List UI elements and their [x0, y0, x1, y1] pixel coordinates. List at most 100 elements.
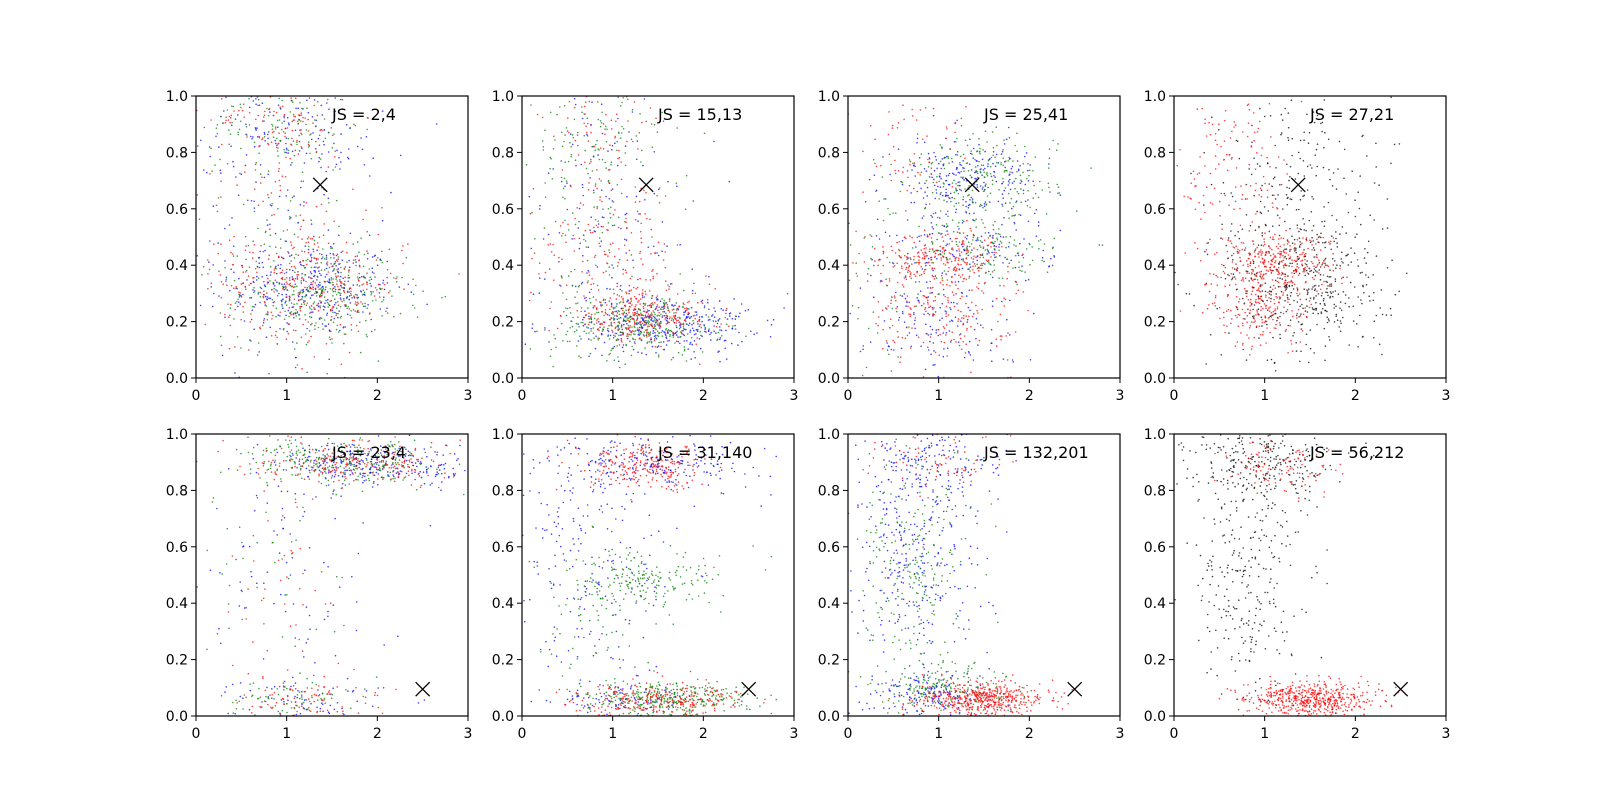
scatter-point: [321, 114, 324, 116]
scatter-point: [310, 287, 313, 290]
scatter-point: [640, 314, 643, 316]
scatter-point: [343, 299, 345, 302]
scatter-point: [987, 261, 990, 264]
scatter-point: [618, 258, 621, 261]
scatter-point: [655, 296, 658, 299]
scatter-point: [693, 340, 696, 342]
scatter-point: [1009, 171, 1011, 173]
scatter-point: [383, 296, 385, 299]
scatter-point: [920, 234, 922, 237]
scatter-point: [284, 176, 287, 178]
scatter-point: [954, 237, 957, 240]
scatter-point: [269, 326, 272, 329]
scatter-point: [281, 105, 284, 108]
scatter-point: [687, 301, 689, 304]
scatter-point: [740, 303, 743, 305]
scatter-point: [1302, 195, 1304, 197]
scatter-point: [1313, 268, 1316, 270]
scatter-point: [902, 104, 904, 106]
scatter-point: [220, 115, 222, 118]
scatter-point: [653, 324, 656, 326]
scatter-point: [1242, 348, 1244, 351]
scatter-point: [1299, 305, 1301, 308]
scatter-point: [641, 326, 644, 329]
scatter-point: [317, 100, 319, 103]
scatter-point: [369, 282, 372, 285]
scatter-point: [651, 314, 654, 316]
scatter-point: [381, 219, 384, 222]
scatter-point: [931, 274, 934, 277]
scatter-point: [309, 312, 311, 314]
scatter-point: [1003, 285, 1005, 287]
scatter-point: [325, 267, 328, 270]
scatter-point: [238, 291, 240, 294]
scatter-point: [922, 197, 925, 199]
scatter-point: [273, 291, 275, 293]
scatter-point: [578, 220, 580, 223]
scatter-point: [1004, 187, 1007, 189]
scatter-point: [652, 275, 655, 278]
scatter-point: [259, 173, 262, 175]
scatter-point: [559, 106, 561, 108]
scatter-point: [270, 141, 273, 143]
scatter-point: [734, 324, 736, 327]
scatter-point: [676, 319, 678, 322]
scatter-point: [1001, 246, 1003, 248]
scatter-point: [1242, 297, 1244, 300]
scatter-point: [1335, 219, 1338, 221]
scatter-point: [258, 266, 261, 269]
scatter-point: [255, 129, 257, 131]
scatter-point: [593, 226, 595, 229]
scatter-point: [954, 131, 956, 134]
scatter-point: [1244, 198, 1247, 200]
scatter-point: [303, 201, 305, 203]
scatter-point: [996, 144, 998, 147]
scatter-point: [203, 169, 205, 171]
scatter-point: [903, 293, 906, 295]
scatter-point: [635, 304, 637, 306]
scatter-point: [913, 313, 915, 316]
scatter-point: [1324, 246, 1326, 249]
scatter-point: [530, 104, 532, 106]
scatter-point: [308, 276, 310, 278]
scatter-point: [1313, 249, 1316, 251]
scatter-point: [322, 234, 325, 236]
scatter-point: [317, 137, 320, 140]
scatter-point: [680, 335, 682, 338]
scatter-point: [992, 146, 995, 149]
scatter-point: [645, 316, 648, 319]
scatter-point: [328, 281, 331, 284]
scatter-point: [1279, 337, 1281, 340]
scatter-point: [891, 307, 894, 310]
scatter-point: [645, 293, 647, 296]
scatter-point: [340, 266, 342, 269]
scatter-point: [358, 276, 361, 279]
scatter-point: [639, 333, 642, 335]
scatter-point: [209, 240, 211, 242]
scatter-point: [945, 244, 947, 247]
scatter-point: [982, 186, 984, 188]
scatter-point: [950, 280, 953, 283]
scatter-point: [927, 296, 930, 298]
scatter-point: [960, 263, 962, 266]
scatter-point: [565, 180, 568, 182]
scatter-point: [1010, 259, 1012, 262]
scatter-point: [1011, 165, 1014, 168]
scatter-point: [277, 314, 280, 316]
scatter-point: [561, 131, 563, 134]
scatter-point: [612, 201, 615, 203]
scatter-point: [312, 250, 315, 253]
scatter-point: [584, 240, 587, 242]
scatter-point: [913, 259, 915, 261]
series-points: [1174, 96, 1408, 372]
scatter-point: [614, 137, 616, 139]
scatter-point: [348, 307, 351, 310]
scatter-point: [1280, 311, 1282, 314]
scatter-point: [964, 157, 966, 160]
scatter-point: [916, 297, 918, 299]
scatter-point: [612, 242, 614, 244]
scatter-point: [259, 164, 262, 166]
scatter-point: [1001, 300, 1003, 303]
scatter-point: [319, 307, 322, 309]
scatter-point: [645, 353, 648, 356]
